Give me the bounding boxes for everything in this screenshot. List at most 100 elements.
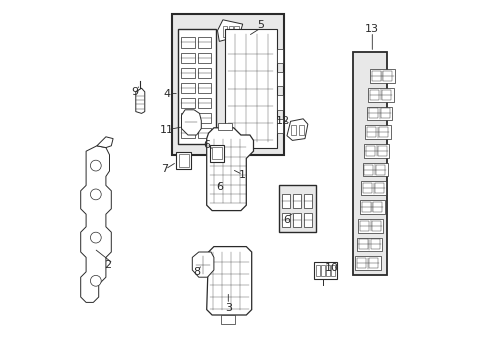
Bar — [352, 52, 386, 275]
Bar — [365, 125, 390, 139]
Bar — [303, 213, 311, 227]
Bar — [303, 194, 311, 208]
Bar — [181, 128, 195, 138]
Bar — [197, 98, 211, 108]
Bar — [282, 213, 289, 227]
Bar — [370, 239, 379, 249]
Bar — [172, 14, 284, 155]
Bar — [361, 202, 370, 212]
Bar — [371, 71, 380, 81]
Text: 12: 12 — [276, 116, 290, 126]
Bar — [197, 53, 211, 63]
Bar — [377, 146, 386, 156]
Text: 13: 13 — [365, 24, 379, 34]
Bar — [316, 265, 319, 276]
Bar — [228, 26, 232, 37]
Bar — [276, 49, 283, 63]
Bar — [359, 221, 368, 231]
Bar — [197, 37, 211, 48]
Text: 4: 4 — [163, 89, 170, 99]
Text: 3: 3 — [224, 303, 231, 313]
Bar — [368, 108, 377, 118]
Bar — [197, 113, 211, 123]
Bar — [197, 83, 211, 93]
Circle shape — [90, 232, 101, 243]
Bar — [356, 238, 381, 251]
Polygon shape — [206, 128, 253, 211]
Text: 9: 9 — [131, 87, 138, 97]
Text: 5: 5 — [257, 20, 264, 30]
Bar — [292, 213, 301, 227]
Bar — [362, 183, 371, 193]
Text: 11: 11 — [160, 125, 174, 135]
Text: 10: 10 — [324, 263, 338, 273]
Bar — [321, 265, 324, 276]
Text: 2: 2 — [104, 260, 111, 270]
Bar — [181, 83, 195, 93]
Bar — [369, 69, 394, 83]
Text: 7: 7 — [161, 164, 168, 174]
Bar — [358, 239, 367, 249]
Bar — [330, 265, 334, 276]
Bar — [212, 147, 222, 159]
Bar — [224, 29, 276, 148]
Circle shape — [90, 189, 101, 200]
Bar — [313, 262, 337, 279]
Bar — [217, 123, 231, 130]
Polygon shape — [192, 252, 213, 277]
Bar — [278, 185, 316, 232]
Text: 6: 6 — [203, 140, 210, 150]
Bar — [181, 98, 195, 108]
Bar — [368, 258, 377, 268]
Bar — [210, 145, 224, 162]
Bar — [223, 26, 227, 37]
Bar — [369, 90, 378, 100]
Polygon shape — [81, 146, 111, 302]
Bar — [181, 68, 195, 78]
Bar — [276, 95, 283, 110]
Bar — [181, 37, 195, 48]
Bar — [356, 258, 366, 268]
Bar — [366, 127, 375, 137]
Polygon shape — [136, 88, 144, 113]
Bar — [276, 119, 283, 133]
Bar — [364, 165, 373, 175]
Polygon shape — [217, 20, 242, 41]
Polygon shape — [206, 247, 251, 315]
Bar — [298, 125, 304, 135]
Bar — [374, 183, 383, 193]
Bar — [178, 154, 188, 167]
Bar — [361, 181, 386, 195]
Bar — [363, 144, 388, 158]
Bar — [371, 221, 380, 231]
Bar — [197, 68, 211, 78]
Bar — [276, 72, 283, 86]
Bar — [381, 90, 390, 100]
Bar — [290, 125, 296, 135]
Bar — [359, 200, 384, 214]
Text: 8: 8 — [193, 267, 200, 277]
Bar — [358, 219, 383, 233]
Bar — [325, 265, 329, 276]
Bar — [176, 152, 191, 169]
Bar — [375, 165, 385, 175]
Bar — [362, 163, 387, 176]
Bar — [181, 53, 195, 63]
Bar — [378, 127, 387, 137]
Bar — [365, 146, 374, 156]
Polygon shape — [286, 119, 307, 140]
Text: 6: 6 — [215, 182, 223, 192]
Bar — [373, 202, 382, 212]
Bar — [181, 113, 195, 123]
Bar — [366, 107, 391, 120]
Bar — [282, 194, 289, 208]
Text: 1: 1 — [239, 170, 245, 180]
Polygon shape — [181, 110, 201, 135]
Bar — [197, 128, 211, 138]
Bar — [234, 26, 238, 37]
Bar — [367, 88, 393, 102]
Circle shape — [90, 160, 101, 171]
Bar — [292, 194, 301, 208]
Bar — [221, 315, 235, 324]
Circle shape — [90, 275, 101, 286]
